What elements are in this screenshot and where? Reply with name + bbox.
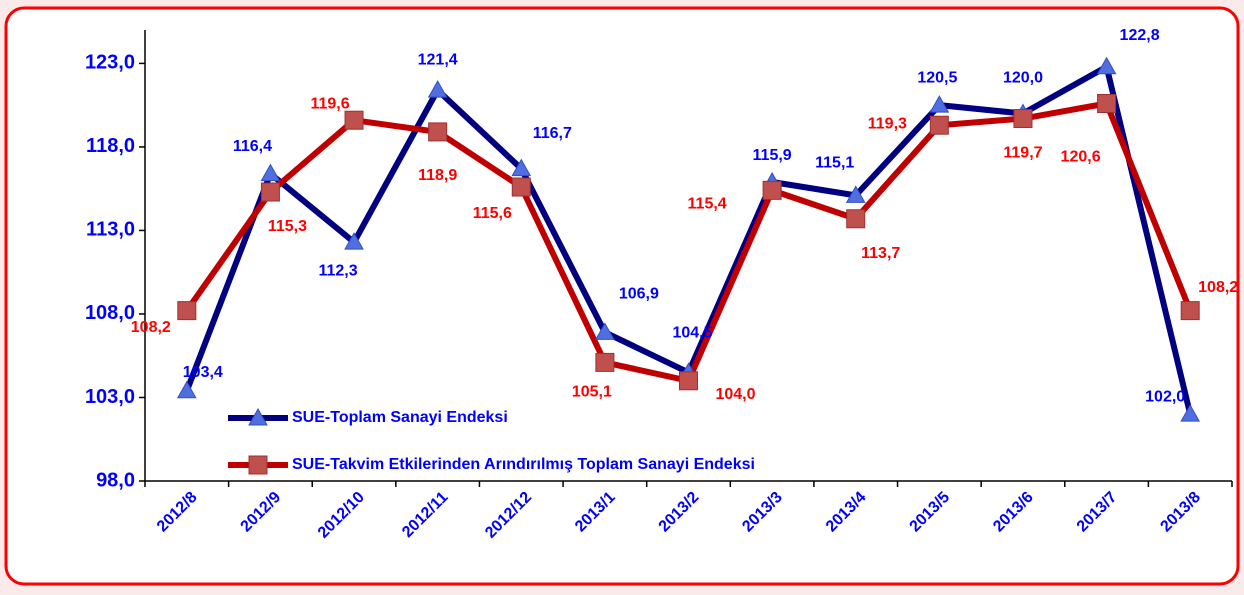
data-label: 116,4 — [233, 138, 272, 155]
data-label: 102,0 — [1145, 388, 1185, 405]
data-label: 118,9 — [418, 167, 457, 184]
y-tick-label: 98,0 — [96, 469, 135, 491]
y-tick-label: 108,0 — [85, 302, 135, 324]
y-tick-label: 123,0 — [85, 52, 135, 74]
marker — [344, 232, 364, 250]
data-label: 119,3 — [868, 115, 907, 132]
data-label: 105,1 — [572, 384, 612, 401]
data-label: 108,2 — [1198, 279, 1238, 296]
data-label: 120,6 — [1061, 149, 1101, 166]
y-tick-label: 113,0 — [86, 219, 135, 241]
data-label: 120,5 — [917, 69, 957, 86]
marker — [595, 352, 615, 372]
marker — [1013, 109, 1033, 129]
marker — [929, 95, 950, 113]
marker — [260, 182, 280, 202]
data-label: 113,7 — [861, 245, 900, 262]
data-label: 115,6 — [473, 205, 512, 222]
marker — [511, 177, 531, 197]
data-label: 115,1 — [815, 155, 854, 172]
marker — [595, 322, 615, 340]
data-label: 106,9 — [619, 286, 659, 303]
data-label: 119,6 — [310, 95, 349, 112]
marker — [845, 185, 866, 203]
marker — [511, 158, 532, 177]
data-label: 119,7 — [1003, 145, 1042, 162]
y-tick-label: 103,0 — [85, 386, 135, 408]
marker — [427, 80, 448, 98]
marker — [1180, 301, 1200, 321]
data-label: 116,7 — [533, 125, 572, 142]
data-label: 104,0 — [715, 386, 755, 403]
y-tick-label: 118,0 — [86, 135, 135, 157]
marker — [679, 371, 698, 391]
marker — [1180, 404, 1201, 422]
legend-label: SUE-Takvim Etkilerinden Arındırılmış Top… — [292, 456, 755, 473]
marker — [344, 110, 364, 130]
data-label: 121,4 — [418, 51, 458, 68]
marker — [248, 407, 268, 426]
legend-label: SUE-Toplam Sanayi Endeksi — [292, 409, 508, 426]
data-label: 122,8 — [1120, 27, 1160, 44]
data-label: 108,2 — [131, 319, 171, 336]
data-label: 115,4 — [688, 196, 727, 213]
marker — [176, 380, 197, 399]
marker — [260, 163, 281, 182]
marker — [846, 209, 866, 229]
marker — [248, 455, 268, 475]
data-label: 120,0 — [1003, 70, 1043, 87]
marker — [1096, 56, 1117, 75]
data-label: 115,9 — [753, 147, 792, 164]
marker — [428, 122, 448, 142]
data-label: 104,5 — [672, 325, 712, 342]
data-label: 115,3 — [268, 218, 307, 235]
data-label: 103,4 — [183, 364, 223, 381]
marker — [762, 180, 782, 200]
marker — [929, 115, 949, 135]
marker — [1097, 93, 1117, 113]
data-label: 112,3 — [318, 262, 357, 279]
marker — [177, 301, 197, 321]
